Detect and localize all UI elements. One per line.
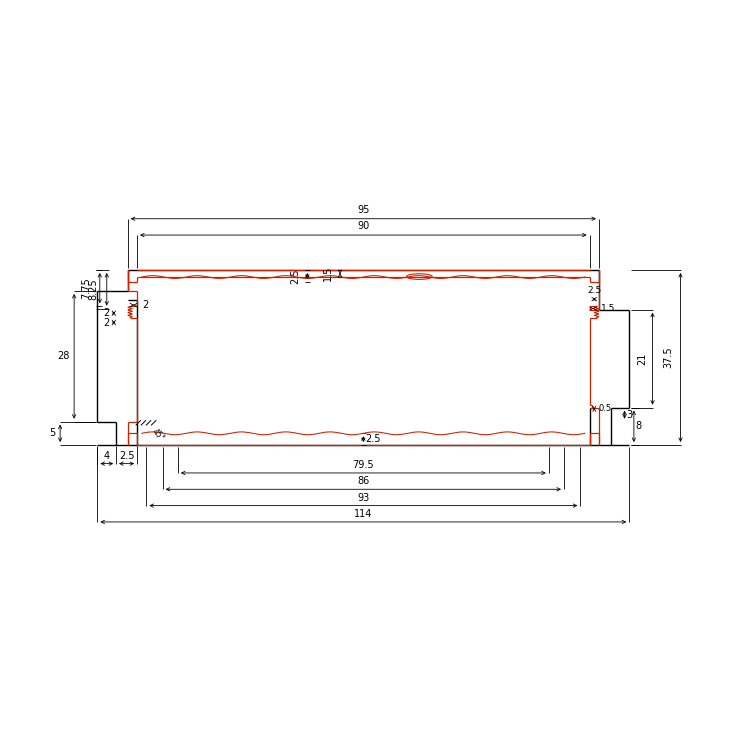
Text: 90: 90: [357, 221, 370, 231]
Text: 2: 2: [103, 317, 109, 328]
Text: 7.75: 7.75: [82, 278, 92, 299]
Text: 21: 21: [637, 352, 647, 364]
Text: 95: 95: [357, 205, 370, 215]
Text: 4: 4: [104, 452, 110, 461]
Text: 8: 8: [635, 422, 641, 431]
Text: 28: 28: [57, 351, 70, 361]
Text: 37.5: 37.5: [664, 346, 674, 368]
Text: 2.5: 2.5: [290, 268, 300, 284]
Text: 2: 2: [142, 300, 149, 310]
Text: 2.5: 2.5: [366, 434, 381, 444]
Text: 3: 3: [626, 410, 632, 420]
Text: 5: 5: [50, 428, 55, 438]
Text: 79.5: 79.5: [352, 460, 374, 470]
Text: 1.5: 1.5: [602, 304, 616, 313]
Text: 86: 86: [357, 476, 370, 487]
Text: 8.25: 8.25: [88, 278, 98, 300]
Text: 1.5: 1.5: [323, 266, 333, 281]
Text: 0.5: 0.5: [599, 404, 612, 413]
Text: 2.5: 2.5: [118, 452, 134, 461]
Text: 2.5: 2.5: [587, 286, 602, 296]
Text: 45°: 45°: [150, 427, 166, 443]
Text: 2: 2: [103, 308, 109, 318]
Text: 93: 93: [357, 493, 370, 502]
Text: 114: 114: [354, 509, 373, 519]
